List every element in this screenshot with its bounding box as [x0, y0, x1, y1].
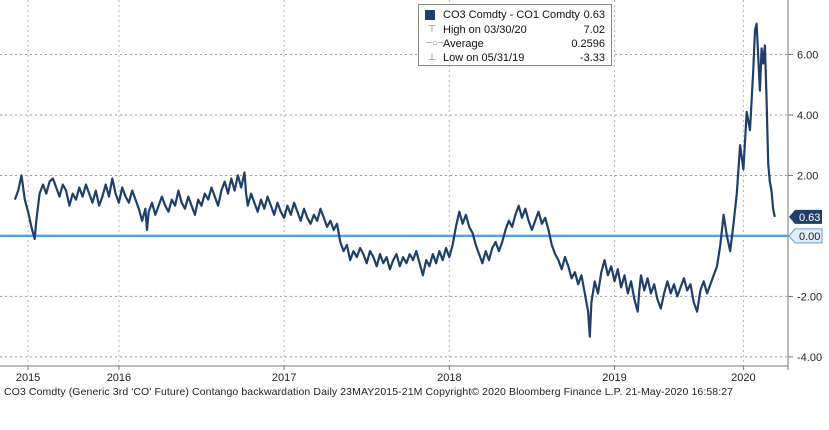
y-tick-labels: -4.00 -2.00 0.00 2.00 4.00 6.00: [797, 49, 822, 363]
legend[interactable]: CO3 Comdty - CO1 Comdty 0.63 ⊤ High on 0…: [418, 4, 612, 66]
x-tick-label: 2016: [107, 372, 131, 384]
zero-value-marker: [788, 228, 823, 244]
last-value-marker: [789, 209, 822, 224]
legend-high-label: High on 03/30/20: [443, 24, 527, 36]
chart-footer: CO3 Comdty (Generic 3rd 'CO' Future) Con…: [4, 386, 734, 398]
y-tick-label: -2.00: [797, 291, 822, 303]
legend-low-label: Low on 05/31/19: [443, 52, 525, 64]
high-marker-icon: ⊤: [427, 24, 437, 35]
legend-average-value: 0.2596: [571, 38, 605, 50]
low-marker-icon: ⊥: [427, 52, 437, 63]
x-tick-label: 2018: [437, 372, 461, 384]
x-tick-label: 2017: [272, 372, 296, 384]
legend-high-value: 7.02: [583, 24, 605, 36]
x-tick-label: 2015: [16, 372, 40, 384]
y-tick-label: 2.00: [797, 170, 818, 182]
x-tick-label: 2019: [602, 372, 626, 384]
zero-value-label: 0.00: [799, 231, 820, 243]
y-tick-label: 6.00: [797, 49, 818, 61]
x-tick-label: 2020: [731, 372, 755, 384]
y-tick-label: -4.00: [797, 352, 822, 364]
y-tick-label: 4.00: [797, 110, 818, 122]
legend-average-row: −○− Average 0.2596: [425, 37, 605, 51]
legend-average-label: Average: [443, 38, 484, 50]
legend-series-label: CO3 Comdty - CO1 Comdty: [443, 9, 580, 21]
legend-low-row: ⊥ Low on 05/31/19 -3.33: [425, 51, 605, 65]
gridlines: [0, 0, 788, 366]
legend-series-value: 0.63: [583, 9, 605, 21]
x-tick-labels: 2015 2016 2017 2018 2019 2020: [16, 372, 756, 384]
series-line: [13, 22, 776, 338]
legend-high-row: ⊤ High on 03/30/20 7.02: [425, 23, 605, 37]
last-value-label: 0.63: [799, 212, 820, 224]
legend-low-value: -3.33: [579, 52, 605, 64]
legend-series-row[interactable]: CO3 Comdty - CO1 Comdty 0.63: [425, 8, 605, 22]
series-layer: [0, 22, 788, 338]
average-marker-icon: −○−: [426, 38, 444, 49]
value-markers: 0.63 0.00: [788, 209, 823, 244]
series-color-swatch: [425, 10, 435, 20]
